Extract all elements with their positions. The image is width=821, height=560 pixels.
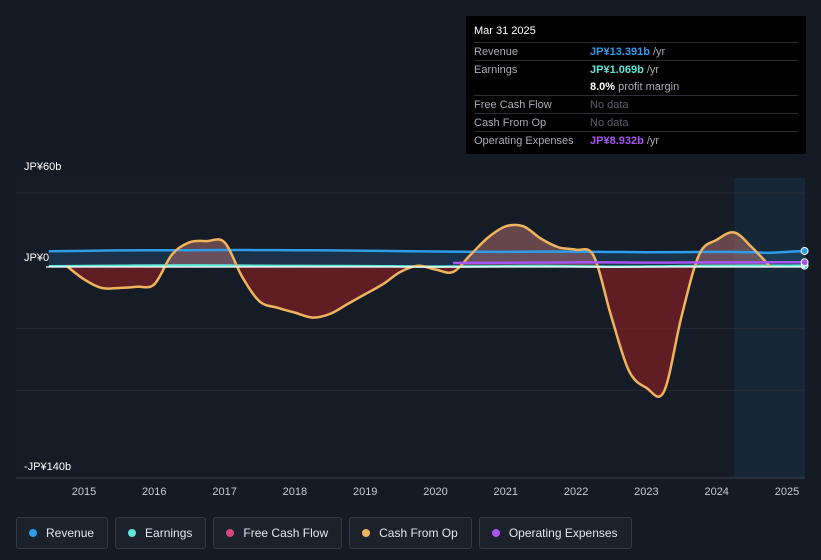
x-tick-label: 2020 (423, 486, 447, 498)
tooltip-unit: /yr (646, 63, 660, 76)
legend-label: Free Cash Flow (243, 526, 329, 540)
tooltip-row-fcf: Free Cash Flow No data (474, 95, 798, 113)
x-tick-label: 2022 (564, 486, 588, 498)
y-axis-top-label: JP¥60b (24, 161, 61, 173)
tooltip-row-margin: 8.0% profit margin (474, 78, 798, 95)
x-tick-label: 2021 (494, 486, 518, 498)
legend-cash-from-op[interactable]: Cash From Op (349, 517, 472, 549)
tooltip-label: Free Cash Flow (474, 98, 552, 111)
revenue-dot-icon (29, 529, 37, 537)
x-tick-label: 2023 (634, 486, 658, 498)
tooltip-row-earnings: Earnings JP¥1.069b /yr (474, 60, 798, 78)
tooltip-value: 8.0% (590, 80, 616, 93)
tooltip-unit: /yr (652, 45, 666, 58)
x-tick-label: 2016 (142, 486, 166, 498)
legend-earnings[interactable]: Earnings (115, 517, 207, 549)
tooltip-label: Revenue (474, 45, 519, 58)
y-axis-bottom-label: -JP¥140b (24, 461, 71, 473)
revenue-line (48, 248, 805, 255)
legend-operating-expenses[interactable]: Operating Expenses (478, 517, 632, 549)
legend-label: Revenue (46, 526, 95, 540)
legend-free-cash-flow[interactable]: Free Cash Flow (213, 517, 343, 549)
y-axis-zero-label: JP¥0 (24, 252, 49, 264)
data-tooltip: Mar 31 2025 Revenue JP¥13.391b /yr Earni… (466, 16, 806, 154)
legend-label: Cash From Op (379, 526, 458, 540)
cash-from-op-negative-area (66, 267, 770, 397)
legend-revenue[interactable]: Revenue (16, 517, 109, 549)
operating-expenses-end-point (800, 258, 809, 267)
chart-legend: Revenue Earnings Free Cash Flow Cash Fro… (16, 517, 632, 549)
tooltip-value: JP¥13.391b (590, 45, 650, 58)
x-tick-label: 2015 (72, 486, 96, 498)
tooltip-value: JP¥8.932b (590, 134, 644, 147)
x-tick-label: 2024 (704, 486, 728, 498)
cash-from-op-line (65, 223, 771, 398)
legend-label: Earnings (145, 526, 193, 540)
tooltip-unit: /yr (646, 134, 660, 147)
operating-expenses-dot-icon (491, 529, 500, 537)
tooltip-value: No data (590, 98, 629, 111)
tooltip-label: Operating Expenses (474, 134, 574, 147)
x-tick-label: 2025 (775, 486, 799, 498)
tooltip-value: No data (590, 116, 629, 129)
tooltip-unit: profit margin (618, 80, 680, 93)
legend-label: Operating Expenses (508, 526, 618, 540)
tooltip-row-opex: Operating Expenses JP¥8.932b /yr (474, 131, 798, 149)
tooltip-label: Earnings (474, 63, 518, 76)
operating-expenses-line (453, 260, 805, 265)
free-cash-flow-dot-icon (226, 529, 235, 537)
tooltip-row-cfo: Cash From Op No data (474, 113, 798, 131)
x-tick-label: 2019 (353, 486, 377, 498)
x-tick-label: 2017 (212, 486, 236, 498)
forecast-region (734, 178, 805, 478)
x-tick-label: 2018 (283, 486, 307, 498)
tooltip-row-revenue: Revenue JP¥13.391b /yr (474, 42, 798, 60)
cash-from-op-dot-icon (362, 529, 371, 537)
earnings-dot-icon (128, 529, 137, 537)
revenue-end-point (800, 246, 809, 255)
tooltip-label: Cash From Op (474, 116, 547, 129)
tooltip-date: Mar 31 2025 (474, 25, 536, 37)
plot-background (16, 178, 805, 478)
tooltip-value: JP¥1.069b (590, 63, 644, 76)
